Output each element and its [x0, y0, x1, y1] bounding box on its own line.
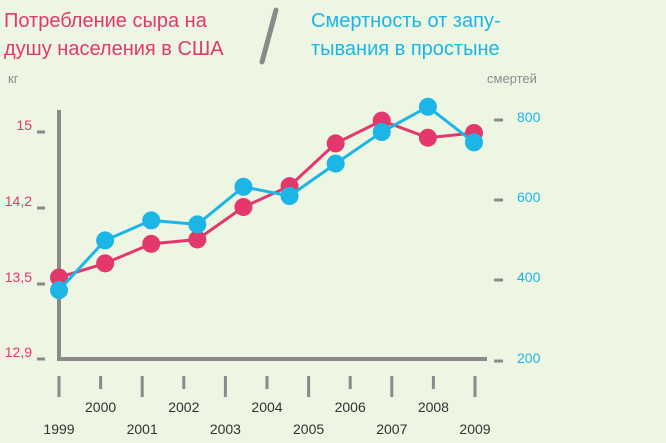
x-tick-label: 2003	[210, 421, 241, 437]
title-right: Смертность от запу- тывания в простыне	[311, 10, 501, 60]
data-point	[142, 234, 161, 253]
data-point	[50, 268, 68, 287]
data-point	[234, 198, 253, 217]
x-axis-ticks: 1999 2000 2001 2002 2003 2004 2005 2006 2007 2008…	[43, 376, 491, 437]
data-point	[418, 97, 437, 116]
data-point	[372, 123, 391, 141]
x-tick-label: 2002	[168, 399, 199, 415]
data-point	[188, 215, 207, 234]
left-tick-label: 12,9	[5, 344, 32, 360]
data-point	[188, 230, 207, 249]
x-tick-label: 1999	[43, 421, 74, 437]
x-tick-label: 2004	[251, 399, 282, 415]
data-point	[418, 128, 437, 147]
data-point	[234, 177, 253, 196]
title-left-line1: Потребление сыра на	[4, 10, 208, 32]
series-line	[57, 105, 475, 292]
left-tick-label: 13,5	[5, 269, 32, 285]
series-line	[58, 118, 475, 279]
x-tick-label: 2005	[293, 421, 324, 437]
right-tick-label: 200	[517, 350, 541, 366]
x-tick-label: 2006	[335, 399, 366, 415]
data-point	[142, 211, 161, 230]
title-left-line2: душу населения в США	[4, 38, 224, 60]
title-right-line1: Смертность от запу-	[311, 10, 501, 32]
x-tick-label: 2007	[376, 421, 407, 437]
left-tick-label: 14,2	[5, 193, 32, 209]
data-point	[326, 134, 345, 153]
right-axis-ticks: 800 600 400 200	[494, 109, 541, 366]
x-tick-label: 2009	[459, 421, 490, 437]
data-point	[465, 133, 483, 152]
title-left: Потребление сыра на душу населения в США	[4, 10, 224, 60]
right-tick-label: 800	[517, 109, 541, 125]
title-right-line2: тывания в простыне	[311, 38, 500, 60]
title-separator-slash	[259, 7, 279, 65]
series-cheese	[50, 111, 483, 287]
left-tick-label: 15	[16, 117, 32, 133]
x-tick-label: 2008	[418, 399, 449, 415]
right-axis-unit: смертей	[487, 71, 537, 86]
right-tick-label: 600	[517, 189, 541, 205]
left-axis-ticks: 15 14,2 13,5 12,9	[5, 117, 45, 361]
data-point	[50, 281, 68, 300]
series-group	[50, 97, 483, 300]
data-point	[326, 154, 345, 173]
x-tick-label: 2001	[127, 421, 158, 437]
data-point	[96, 231, 115, 250]
right-tick-label: 400	[517, 269, 541, 285]
data-point	[96, 254, 115, 273]
data-point	[280, 187, 299, 205]
left-axis-unit: кг	[8, 71, 19, 86]
series-bedsheet-deaths	[50, 97, 483, 300]
x-tick-label: 2000	[85, 399, 116, 415]
